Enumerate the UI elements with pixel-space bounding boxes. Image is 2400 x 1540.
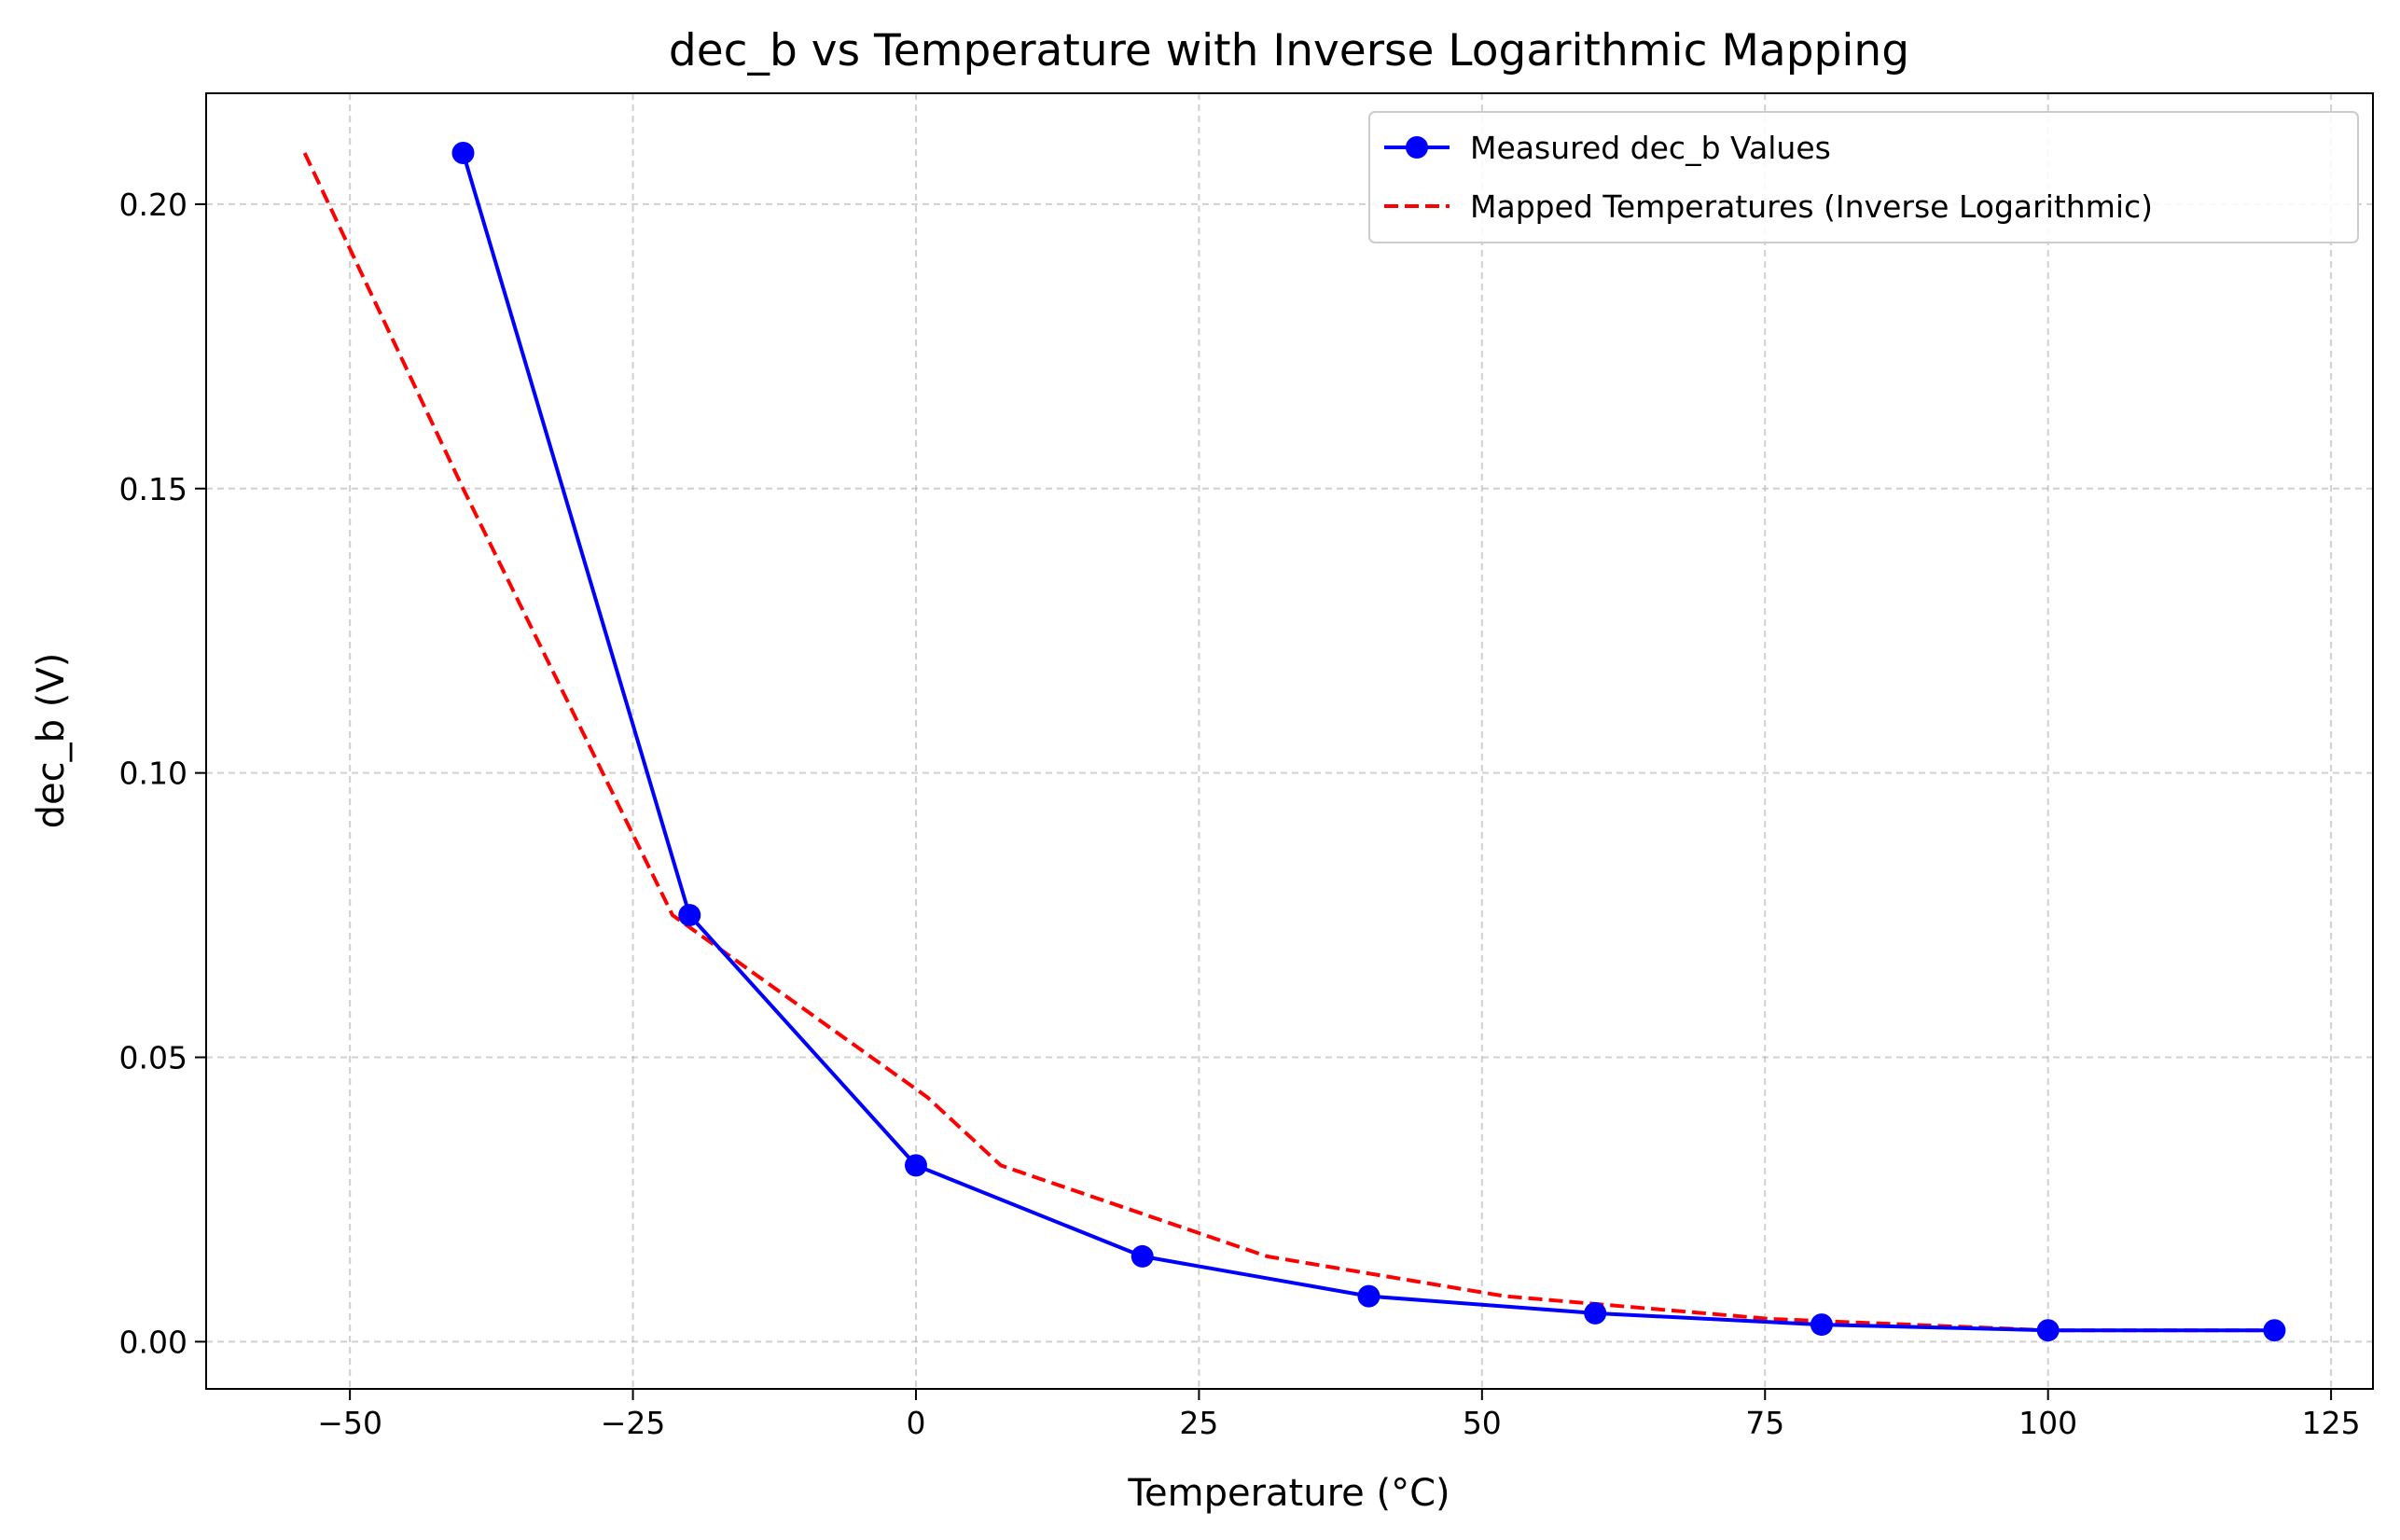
plot-frame (205, 92, 2374, 1390)
data-point (1810, 1313, 1833, 1337)
legend: Measured dec_b Values Mapped Temperatures… (1368, 111, 2359, 243)
chart-title: dec_b vs Temperature with Inverse Logari… (669, 25, 1909, 76)
data-point (1131, 1244, 1154, 1268)
data-point (1584, 1301, 1607, 1325)
x-tick-label: 0 (906, 1405, 925, 1441)
data-point (1357, 1284, 1380, 1308)
x-tick-label: 50 (1463, 1405, 1502, 1441)
x-tick-label: −25 (601, 1405, 666, 1441)
x-tick-label: 25 (1179, 1405, 1218, 1441)
y-tick-label: 0.00 (119, 1324, 187, 1360)
x-tick-label: −50 (317, 1405, 382, 1441)
y-tick-label: 0.05 (119, 1040, 187, 1076)
y-axis-label: dec_b (V) (30, 653, 73, 829)
data-point (451, 142, 475, 165)
x-axis-label: Temperature (°C) (1127, 1472, 1450, 1515)
grid-layer (206, 93, 2373, 1389)
legend-entry-label: Mapped Temperatures (Inverse Logarithmic… (1470, 188, 2153, 225)
x-tick-label: 75 (1745, 1405, 1784, 1441)
y-tick-label: 0.20 (119, 187, 187, 223)
tick-layer: −50 −25 0 25 50 75 100 125 0.00 0.05 0.10 0.15 0.20 (119, 187, 2361, 1441)
data-point (904, 1154, 927, 1177)
legend-marker (1406, 136, 1428, 159)
x-tick-label: 100 (2018, 1405, 2077, 1441)
series-line-mapped (302, 152, 2275, 1333)
y-tick-label: 0.10 (119, 756, 187, 792)
y-tick-label: 0.15 (119, 471, 187, 507)
data-point (2263, 1319, 2286, 1342)
legend-entry-label: Measured dec_b Values (1470, 130, 1831, 166)
data-point (678, 904, 701, 927)
series-layer (302, 142, 2286, 1342)
x-tick-label: 125 (2302, 1405, 2361, 1441)
data-point (2036, 1319, 2060, 1342)
legend-box (1368, 111, 2359, 243)
